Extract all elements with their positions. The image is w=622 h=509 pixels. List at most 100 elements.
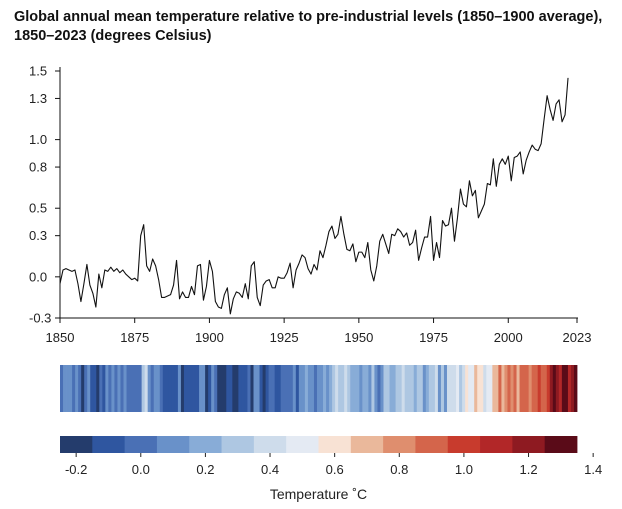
stripe bbox=[459, 365, 463, 412]
stripe bbox=[171, 365, 176, 412]
stripe bbox=[223, 365, 227, 412]
stripe bbox=[338, 365, 342, 412]
stripe bbox=[256, 365, 260, 412]
stripe bbox=[440, 365, 445, 412]
stripe bbox=[199, 365, 203, 412]
stripe bbox=[202, 365, 206, 412]
stripe bbox=[114, 365, 118, 412]
stripe bbox=[374, 365, 378, 412]
stripe bbox=[147, 365, 152, 412]
stripe bbox=[126, 365, 130, 412]
colorbar-segment bbox=[480, 436, 513, 453]
colorbar-tick-label: 0.8 bbox=[390, 462, 408, 477]
x-tick-label: 1975 bbox=[419, 330, 448, 345]
stripe bbox=[546, 365, 551, 412]
stripe bbox=[540, 365, 545, 412]
stripe bbox=[323, 365, 327, 412]
stripe bbox=[510, 365, 514, 412]
colorbar-segment bbox=[512, 436, 546, 453]
stripe bbox=[377, 365, 381, 412]
stripe bbox=[183, 365, 188, 412]
x-tick-label: 1875 bbox=[120, 330, 149, 345]
stripe bbox=[244, 365, 248, 412]
stripe bbox=[495, 365, 499, 412]
stripe bbox=[190, 365, 194, 412]
stripe bbox=[159, 365, 164, 412]
stripe bbox=[274, 365, 279, 412]
stripe bbox=[468, 365, 472, 412]
stripe bbox=[419, 365, 424, 412]
stripe bbox=[304, 365, 309, 412]
stripe bbox=[63, 365, 67, 412]
stripe bbox=[404, 365, 409, 412]
stripe bbox=[286, 365, 291, 412]
stripe bbox=[332, 365, 336, 412]
colorbar: -0.2 0.0 0.2 0.4 0.6 0.8 1.0 1.2 1.4 Temperature … bbox=[60, 436, 602, 502]
stripe bbox=[492, 365, 496, 412]
stripe bbox=[78, 365, 82, 412]
stripe bbox=[504, 365, 508, 412]
colorbar-segment bbox=[415, 436, 449, 453]
stripe bbox=[552, 365, 557, 412]
stripe bbox=[259, 365, 263, 412]
stripe bbox=[507, 365, 511, 412]
stripe bbox=[371, 365, 375, 412]
stripe bbox=[193, 365, 197, 412]
x-tick-label: 2023 bbox=[563, 330, 592, 345]
x-tick-label: 1950 bbox=[344, 330, 373, 345]
stripe bbox=[165, 365, 170, 412]
stripe bbox=[280, 365, 285, 412]
stripe bbox=[250, 365, 254, 412]
stripe bbox=[389, 365, 393, 412]
stripe bbox=[347, 365, 351, 412]
colorbar-segment bbox=[286, 436, 319, 453]
stripe bbox=[235, 365, 239, 412]
colorbar-segment bbox=[156, 436, 190, 453]
colorbar-tick-label: 0.0 bbox=[132, 462, 150, 477]
stripe bbox=[359, 365, 363, 412]
stripe bbox=[395, 365, 400, 412]
stripe bbox=[564, 365, 569, 412]
stripe bbox=[528, 365, 533, 412]
y-tick-label: 0.8 bbox=[29, 160, 47, 175]
stripe bbox=[383, 365, 387, 412]
stripe bbox=[353, 365, 357, 412]
stripe bbox=[386, 365, 390, 412]
stripe bbox=[253, 365, 257, 412]
stripe bbox=[516, 365, 520, 412]
colorbar-segment bbox=[544, 436, 578, 453]
stripe bbox=[156, 365, 161, 412]
stripe bbox=[519, 365, 523, 412]
stripe bbox=[138, 365, 143, 412]
stripe bbox=[220, 365, 224, 412]
colorbar-segment bbox=[350, 436, 384, 453]
stripe bbox=[268, 365, 273, 412]
stripe bbox=[271, 365, 276, 412]
stripe bbox=[489, 365, 493, 412]
stripe bbox=[180, 365, 185, 412]
stripe bbox=[350, 365, 354, 412]
x-tick-label: 1900 bbox=[195, 330, 224, 345]
stripe bbox=[168, 365, 173, 412]
stripe bbox=[543, 365, 548, 412]
stripe bbox=[310, 365, 315, 412]
colorbar-tick-label: 0.6 bbox=[326, 462, 344, 477]
stripe bbox=[573, 365, 578, 412]
stripe bbox=[132, 365, 136, 412]
stripe bbox=[555, 365, 560, 412]
stripe bbox=[75, 365, 79, 412]
stripe bbox=[525, 365, 530, 412]
colorbar-segment bbox=[253, 436, 287, 453]
stripe bbox=[262, 365, 266, 412]
stripe bbox=[196, 365, 200, 412]
colorbar-tick-label: 0.4 bbox=[261, 462, 279, 477]
stripe bbox=[135, 365, 139, 412]
stripe bbox=[174, 365, 179, 412]
stripe bbox=[570, 365, 575, 412]
stripe bbox=[265, 365, 270, 412]
stripe bbox=[72, 365, 76, 412]
stripe bbox=[117, 365, 121, 412]
stripe bbox=[81, 365, 85, 412]
stripe bbox=[69, 365, 73, 412]
